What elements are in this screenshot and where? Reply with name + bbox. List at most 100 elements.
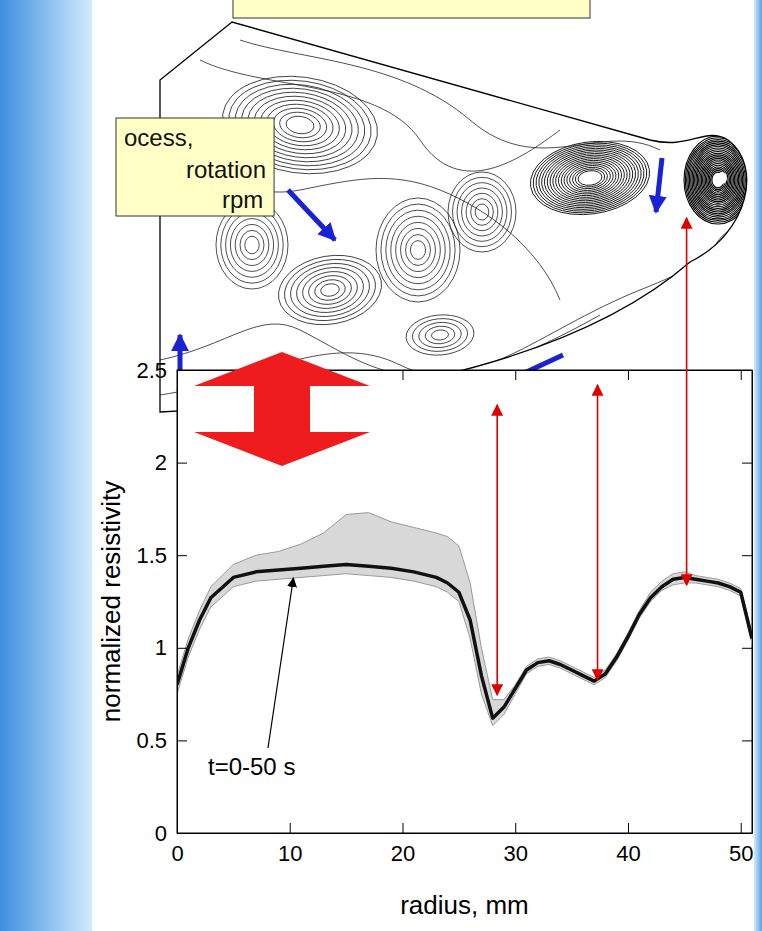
contour-line bbox=[230, 219, 273, 272]
contour-line bbox=[559, 157, 621, 199]
annotation-arrow bbox=[268, 578, 293, 748]
y-tick-mark bbox=[177, 648, 187, 649]
contour-line bbox=[401, 228, 436, 271]
x-tick-mark bbox=[628, 370, 629, 380]
contour-line bbox=[689, 143, 746, 217]
contour-line bbox=[574, 167, 606, 189]
contour-line bbox=[708, 167, 728, 193]
contour-line bbox=[271, 105, 329, 145]
contour-line bbox=[293, 262, 367, 317]
contour-line bbox=[709, 169, 727, 192]
y-tick-mark bbox=[742, 740, 752, 741]
x-axis: 01020304050 bbox=[171, 823, 753, 866]
correspondence-arrow-big bbox=[194, 352, 370, 466]
contour-line bbox=[550, 151, 630, 206]
y-tick-right bbox=[742, 555, 752, 556]
contour-line bbox=[306, 272, 353, 307]
contour-line bbox=[240, 230, 264, 259]
y-tick-mark bbox=[177, 740, 187, 741]
x-tick-label: 50 bbox=[729, 841, 753, 866]
x-tick-label: 30 bbox=[503, 841, 527, 866]
y-tick-mark bbox=[177, 463, 187, 464]
contour-line bbox=[424, 325, 455, 345]
y-tick-right bbox=[742, 648, 752, 649]
contour-line bbox=[700, 157, 736, 204]
y-tick: 2 bbox=[155, 450, 187, 475]
y-axis-line bbox=[177, 371, 178, 834]
x-axis-line bbox=[178, 833, 753, 834]
y-tick-mark bbox=[742, 648, 752, 649]
y-tick-mark bbox=[742, 463, 752, 464]
x-tick: 30 bbox=[503, 823, 527, 866]
caption-box-frame bbox=[116, 118, 274, 216]
x-tick: 20 bbox=[391, 823, 415, 866]
contour-plot bbox=[160, 22, 752, 412]
contour-line bbox=[577, 169, 603, 187]
contour-line bbox=[264, 100, 336, 150]
x-tick-top bbox=[402, 370, 403, 380]
y-tick-mark bbox=[742, 555, 752, 556]
envelope-line bbox=[177, 574, 752, 726]
contour-line bbox=[565, 161, 615, 195]
contour-line bbox=[692, 146, 744, 213]
contour-line bbox=[691, 145, 746, 216]
caption-box bbox=[233, 0, 590, 18]
annotation-text: t=0-50 s bbox=[208, 753, 295, 780]
spread-band bbox=[177, 513, 752, 726]
slide-border-left bbox=[0, 0, 92, 931]
correspondence-arrow bbox=[496, 405, 498, 695]
x-tick-mark bbox=[515, 823, 516, 833]
crucible-outline bbox=[160, 22, 747, 412]
y-tick-mark bbox=[742, 833, 752, 834]
x-tick-mark bbox=[402, 823, 403, 833]
contour-center bbox=[717, 172, 727, 184]
contour-line bbox=[410, 241, 425, 260]
contour-line bbox=[705, 163, 731, 196]
y-tick-right bbox=[742, 370, 752, 371]
caption-box: ocess,rotationrpm bbox=[116, 118, 274, 216]
y-tick: 0.5 bbox=[136, 728, 187, 753]
contour-line bbox=[406, 235, 431, 266]
contour-line bbox=[278, 110, 322, 141]
contour-line bbox=[529, 136, 652, 220]
y-tick-label: 0.5 bbox=[136, 728, 167, 753]
contour-line bbox=[175, 178, 560, 300]
x-axis-title: radius, mm bbox=[400, 890, 529, 920]
contour-line bbox=[418, 321, 463, 350]
x-tick: 50 bbox=[729, 823, 753, 866]
contour-line bbox=[532, 138, 649, 218]
x-tick-mark bbox=[515, 370, 516, 380]
caption-text: rotation bbox=[186, 156, 266, 183]
contour-line bbox=[697, 153, 738, 207]
contour-line bbox=[707, 165, 730, 195]
x-tick-top bbox=[515, 370, 516, 380]
y-tick-right bbox=[742, 463, 752, 464]
contour-line bbox=[535, 140, 646, 216]
x-tick: 40 bbox=[616, 823, 640, 866]
contour-line bbox=[693, 148, 742, 212]
x-tick-mark bbox=[290, 823, 291, 833]
y-tick: 1 bbox=[155, 635, 187, 660]
contour-line bbox=[235, 224, 269, 265]
contour-line bbox=[571, 165, 609, 191]
slide-border-right bbox=[754, 0, 762, 931]
contour-line bbox=[286, 257, 373, 322]
contour-line bbox=[562, 159, 618, 197]
contour-line bbox=[404, 312, 475, 358]
caption-text: ocess, bbox=[124, 124, 193, 151]
y-tick-label: 2.5 bbox=[136, 358, 167, 383]
contour-line bbox=[703, 160, 734, 200]
x-tick-top bbox=[741, 370, 742, 380]
contour-line bbox=[553, 153, 627, 204]
correspondence-arrow bbox=[597, 385, 599, 680]
y-axis: 00.511.522.5 bbox=[136, 358, 187, 846]
contour-line bbox=[226, 213, 279, 278]
x-tick-label: 20 bbox=[391, 841, 415, 866]
contour-line bbox=[547, 148, 633, 207]
y-tick-label: 0 bbox=[155, 821, 167, 846]
background bbox=[0, 0, 762, 931]
contour-line bbox=[280, 252, 381, 327]
contour-line bbox=[245, 236, 259, 254]
contour-line bbox=[386, 210, 450, 290]
y-tick-mark bbox=[177, 833, 187, 834]
